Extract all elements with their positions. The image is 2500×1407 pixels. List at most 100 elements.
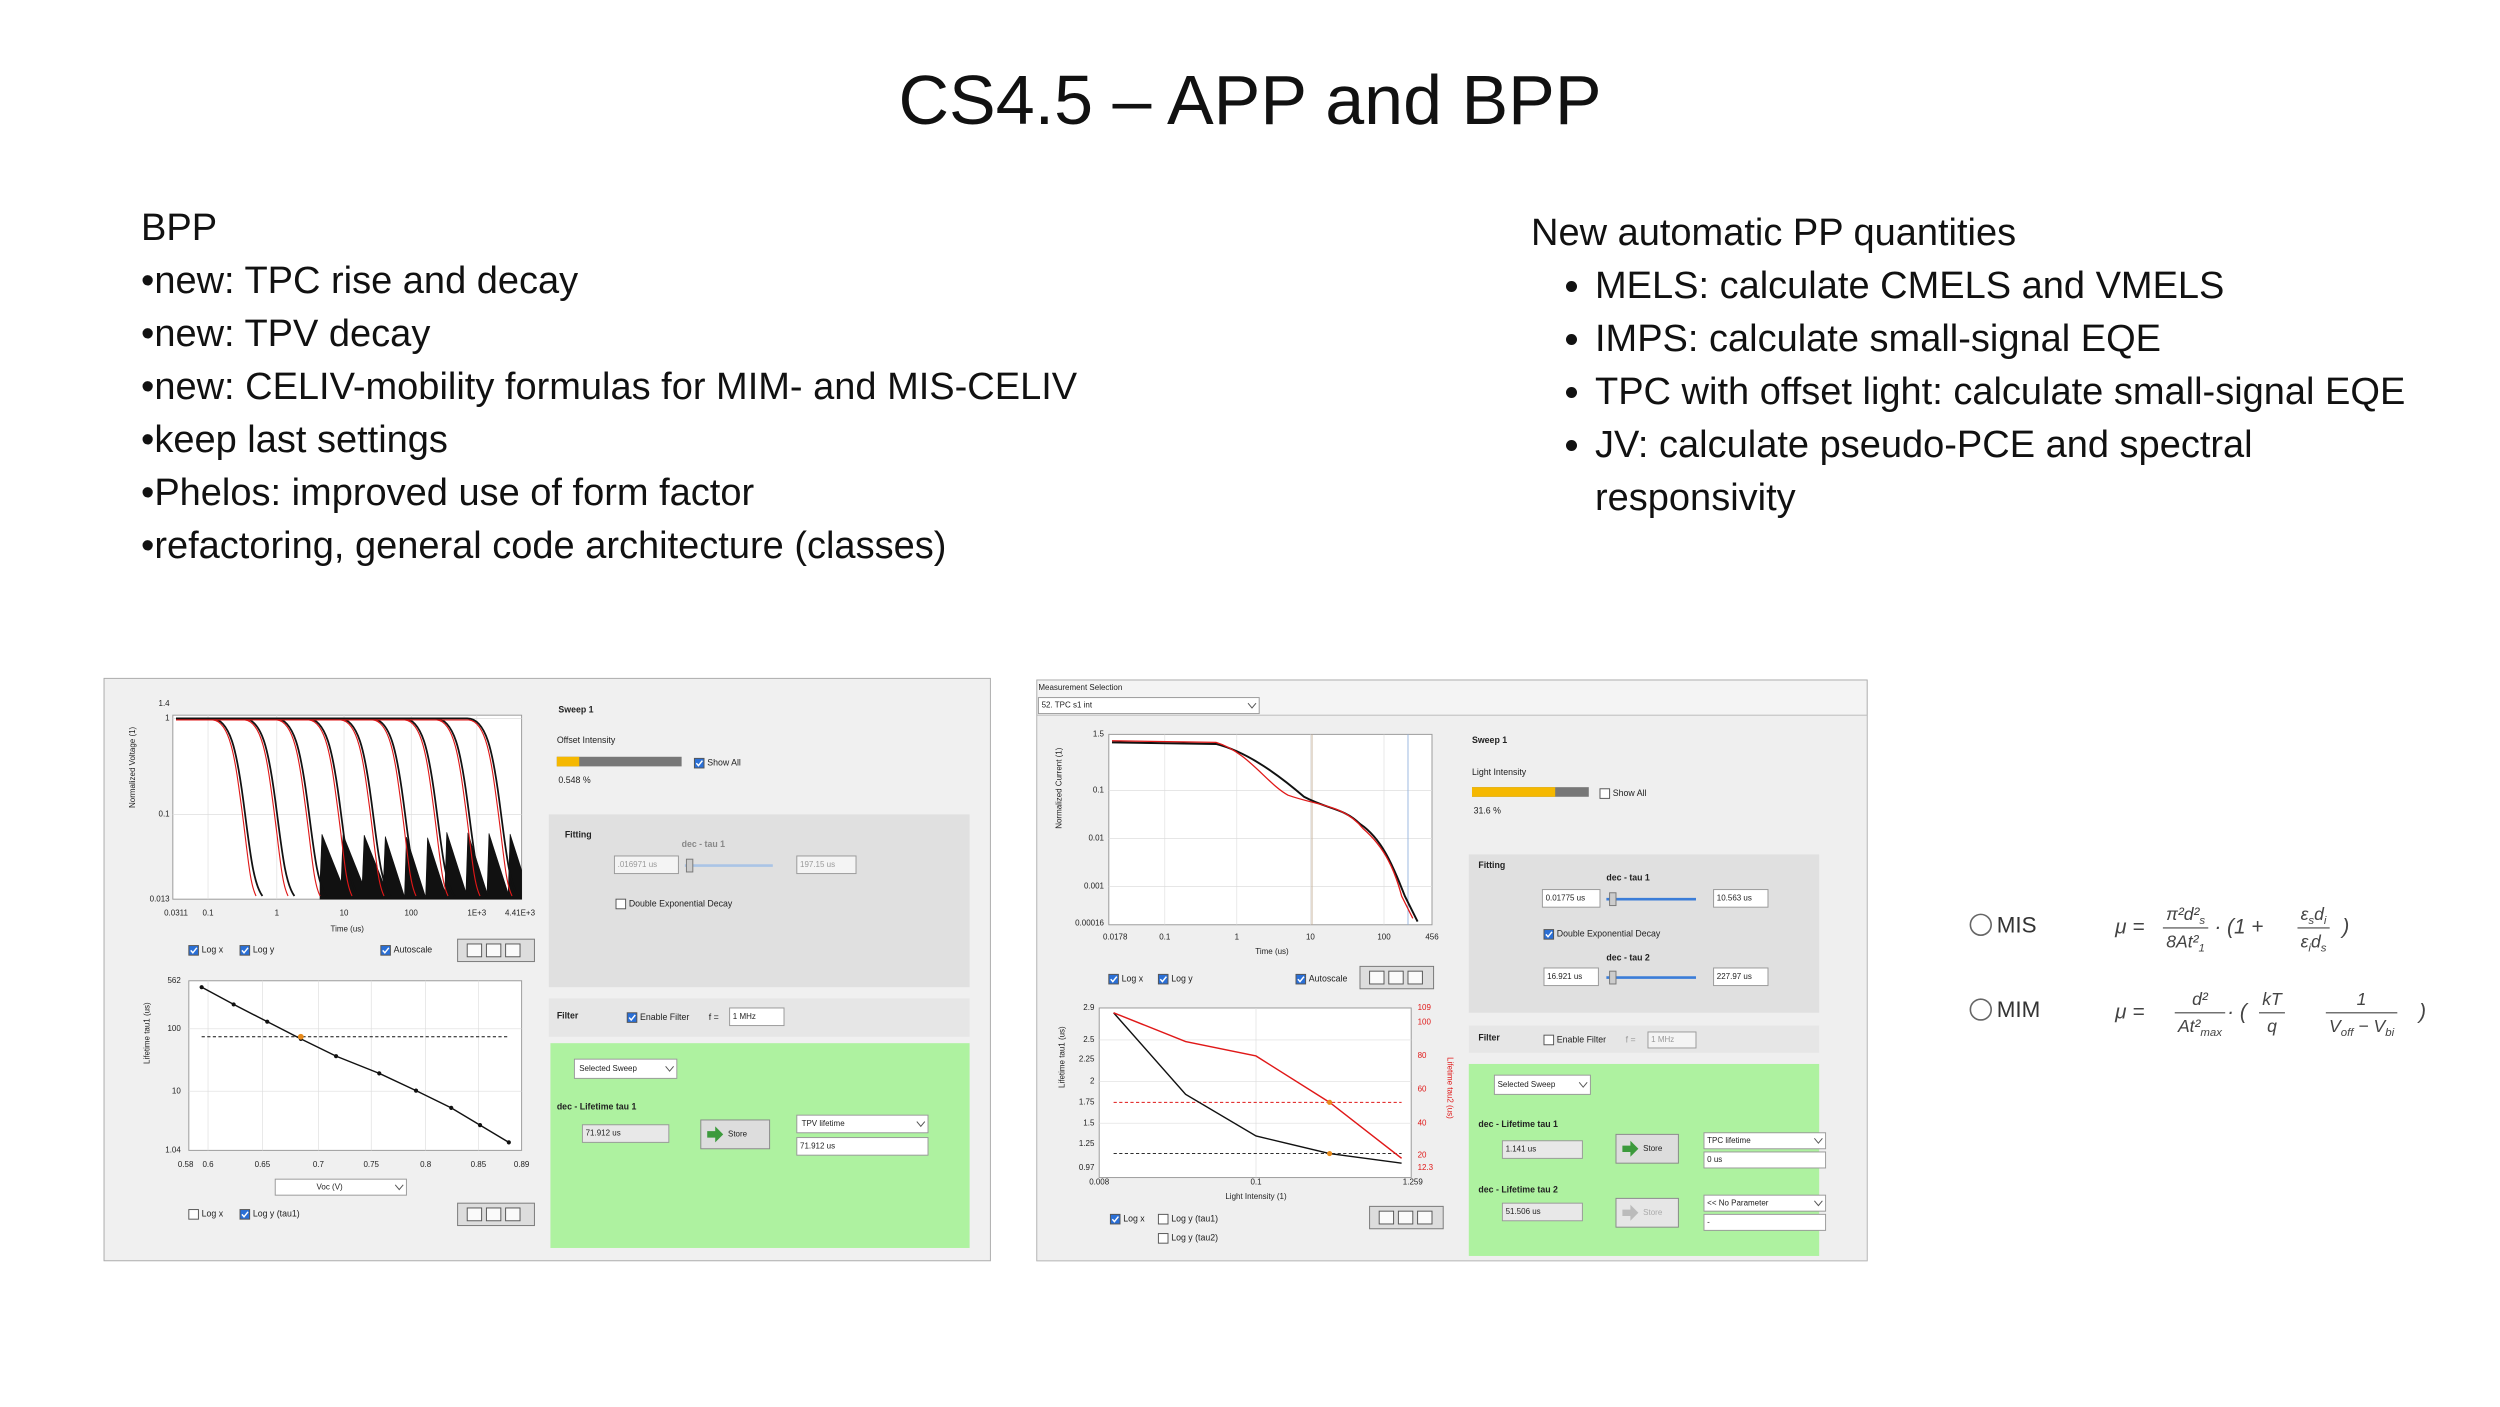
point [265,1019,270,1024]
field [1713,889,1769,908]
field-value: 0 us [1707,1155,1722,1164]
checkbox [1108,973,1119,985]
label: 0.89 [514,1160,530,1169]
checkbox [1295,973,1307,985]
curve [176,717,296,897]
fitting-box [548,814,970,988]
curve [176,717,488,897]
slider-thumb [1609,892,1617,907]
label: 10 [340,909,349,918]
curve [176,717,424,897]
label: Autoscale [1309,974,1348,984]
formula-part: εsdi [2301,904,2327,927]
checkbox [239,945,251,956]
point [413,1088,419,1093]
tau2-curve [1113,1012,1403,1159]
label: 1.259 [1403,1177,1424,1186]
formula-text: At² [2177,1016,2202,1036]
field-value: 10.563 us [1717,893,1752,902]
formula-text: μ = [2114,1000,2144,1023]
tool-icon [1369,970,1385,985]
arrow-icon [1622,1204,1639,1221]
formula-text: ) [2339,915,2349,938]
label: Sweep 1 [1472,735,1507,745]
formula-text: 1 [2357,989,2367,1009]
curve [1111,740,1414,919]
curve [176,717,360,897]
label: 10 [1306,933,1315,942]
label: 40 [1418,1118,1427,1127]
label: 0.75 [363,1160,379,1169]
dropdown [1493,1074,1591,1095]
tool-icon [485,943,502,958]
formula-text: ε [2301,931,2309,951]
subscript: 1 [2199,942,2205,954]
check-mark [1297,976,1305,983]
label: dec - Lifetime tau 1 [1478,1119,1558,1129]
field [1501,1202,1583,1222]
subscript: s [2199,915,2205,927]
label: 1E+3 [467,909,486,918]
dropdown [1703,1194,1827,1212]
label: Store [1643,1208,1663,1217]
label: 109 [1418,1003,1432,1012]
label: dec - tau 2 [1606,953,1650,963]
label: 1.25 [1079,1139,1095,1148]
check-mark [1545,931,1553,938]
label: Sweep 1 [558,705,593,715]
formula-text: q [2267,1016,2277,1036]
label: Double Exponential Decay [1557,929,1661,939]
label: Log x [202,1209,224,1219]
curve [176,717,328,897]
intensity-level [1471,787,1556,797]
label: 0.6 [202,1160,214,1169]
label: Fitting [1478,860,1505,870]
bullet: new: TPC rise and decay [141,255,1077,308]
subscript: s [2308,915,2314,927]
check-mark [695,760,703,767]
formula-part: π²d²s [2166,904,2205,927]
dropdown-arrow [665,1066,674,1072]
subscript: max [2200,1027,2223,1039]
label: 0.8 [420,1160,432,1169]
field-value: 1 MHz [733,1012,756,1021]
formula-text: d [2314,904,2325,924]
check-mark [241,947,249,954]
tool-icon [1417,1210,1433,1225]
curve [176,717,456,897]
label: 80 [1418,1051,1427,1060]
label: 0.1 [1250,1177,1262,1186]
label: Time (us) [1255,947,1289,956]
label: 20 [1418,1150,1427,1159]
label: 0.1 [159,809,171,818]
curve [176,717,520,897]
label: Selected Sweep [1498,1080,1556,1089]
label: 1 [1235,933,1240,942]
label: 100 [1377,933,1391,942]
lifetime-curve [201,986,510,1143]
label: 31.6 % [1474,806,1502,816]
field-value: 1 MHz [1651,1035,1674,1044]
label: Filter [557,1010,579,1020]
formula-text: − V [2353,1016,2387,1036]
right-column: New automatic PP quantities MELS: calcul… [1531,207,2425,525]
dropdown [274,1178,407,1196]
formula-text: · (1 + [2214,915,2263,938]
check-mark [190,947,198,954]
dropdown [796,1114,929,1134]
checkbox [615,898,627,910]
formula-part: At²max [2177,1016,2223,1039]
slider-thumb [685,858,694,873]
checkbox [1157,973,1169,985]
label: Selected Sweep [579,1064,637,1073]
label: Log x [1123,1213,1145,1223]
tool-icon [1397,1210,1414,1225]
label: 0.97 [1079,1163,1095,1172]
curve [176,719,289,897]
check-mark [241,1211,249,1218]
field-value: 51.506 us [1506,1207,1541,1216]
label: 1.5 [1093,729,1105,738]
label: 1.04 [165,1145,181,1154]
